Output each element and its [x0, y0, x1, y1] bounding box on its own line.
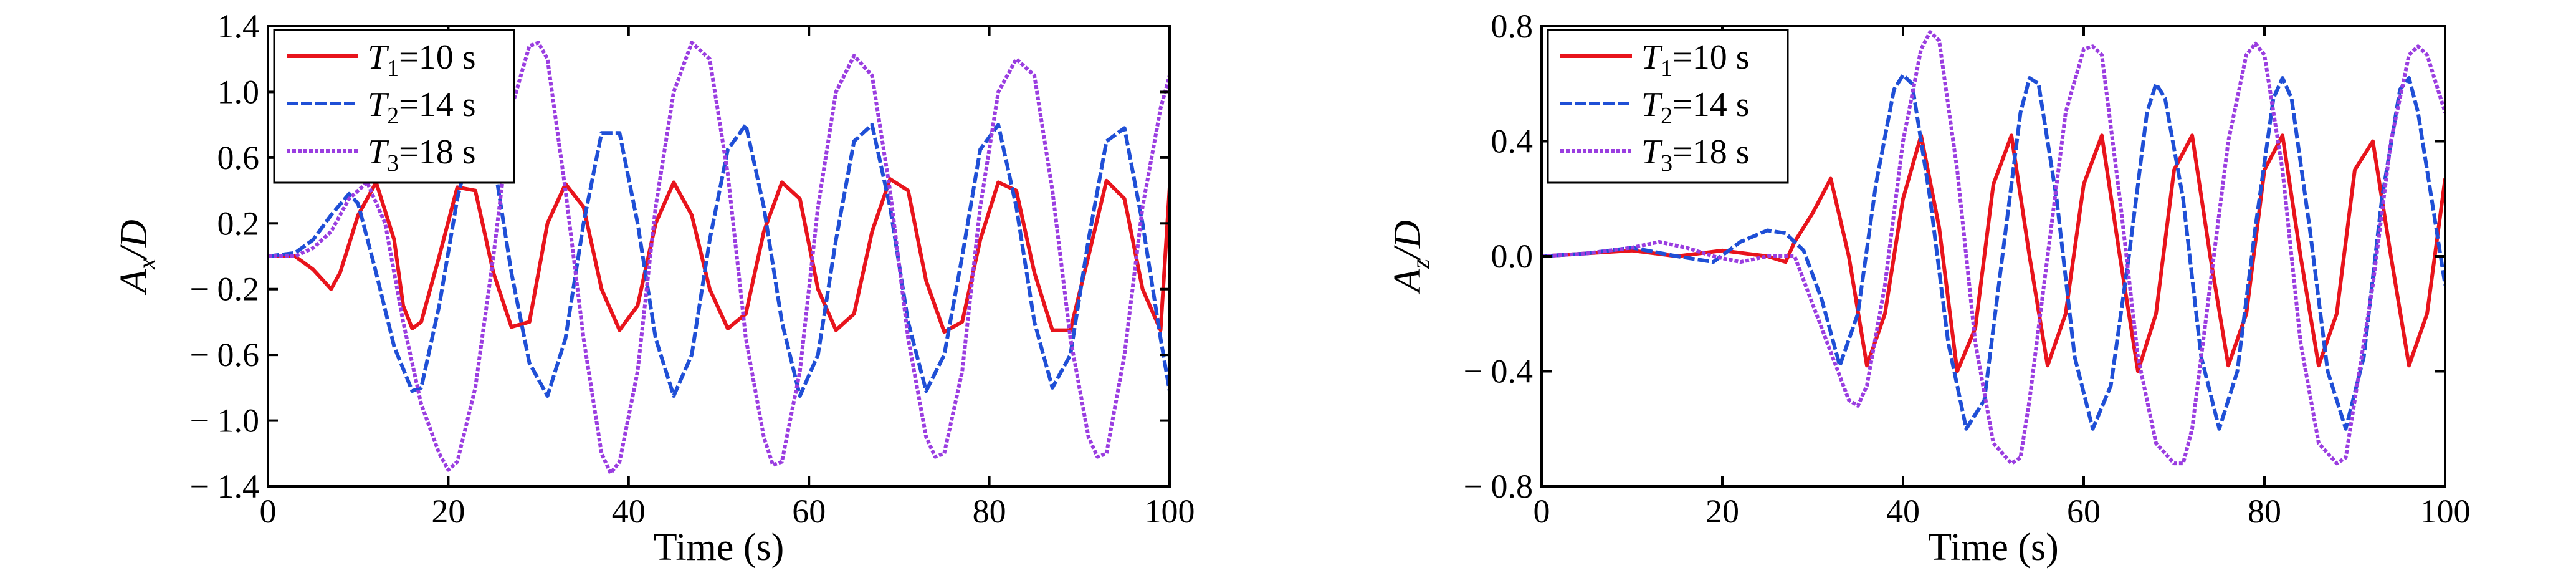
y-axis-label: Az/D	[1386, 220, 1434, 294]
chart-2: 0 20 40 60 80 100 0.8 0.4 0.0 − 0.4 − 0.8 Time (s) A…	[1386, 7, 2471, 569]
y-axis-label: Ax/D	[113, 219, 161, 296]
y-tick-label: 0.6	[217, 139, 260, 176]
chart-1: 0 20 40 60 80 100 1.4 1.0 0.6 0.2 − 0.2 − 0.6 − 1.0 −…	[113, 7, 1195, 569]
plot-frame	[267, 25, 1171, 488]
y-tick-label: − 0.2	[190, 271, 259, 308]
series-line-3	[268, 41, 1170, 475]
y-tick-label: 1.0	[217, 73, 260, 110]
series-line-2	[268, 123, 1170, 398]
x-tick-label: 100	[1145, 493, 1195, 530]
y-tick-label: − 0.8	[1464, 468, 1533, 505]
series-line-1	[268, 177, 1170, 334]
y-tick-label: − 1.0	[190, 402, 259, 440]
x-tick-label: 40	[1886, 493, 1920, 530]
x-axis-label: Time (s)	[1928, 526, 2059, 569]
y-tick-label: 0.0	[1491, 238, 1534, 275]
x-axis-label: Time (s)	[654, 526, 785, 569]
legend-entry-2: T2=14 s	[1641, 85, 1750, 129]
y-tick-label: − 0.4	[1464, 353, 1533, 390]
x-tick-label: 80	[2248, 493, 2281, 530]
x-tick-label: 0	[260, 493, 277, 530]
y-tick-label: 0.2	[217, 205, 260, 242]
x-tick-label: 60	[792, 493, 826, 530]
y-tick-label: − 1.4	[190, 468, 259, 505]
x-tick-label: 100	[2420, 493, 2471, 530]
y-tick-label: − 0.6	[190, 336, 259, 373]
y-tick-label: 0.4	[1491, 123, 1534, 160]
x-tick-label: 0	[1534, 493, 1550, 530]
y-tick-label: 1.4	[217, 7, 260, 45]
x-tick-label: 20	[431, 493, 465, 530]
legend: T1=10 sT2=14 sT3=18 s	[1547, 29, 1789, 184]
x-tick-label: 20	[1705, 493, 1739, 530]
x-tick-label: 40	[612, 493, 646, 530]
y-tick-label: 0.8	[1491, 7, 1534, 45]
series-line-3	[1542, 30, 2445, 466]
legend-entry-3: T3=18 s	[368, 133, 476, 176]
legend-entry-3: T3=18 s	[1641, 133, 1750, 176]
x-tick-label: 60	[2067, 493, 2101, 530]
series-line-1	[1542, 133, 2445, 373]
x-tick-label: 80	[973, 493, 1006, 530]
legend-entry-1: T1=10 s	[368, 38, 476, 82]
legend: T1=10 sT2=14 sT3=18 s	[273, 29, 515, 184]
legend-entry-2: T2=14 s	[368, 85, 476, 129]
series-line-2	[1542, 73, 2445, 431]
legend-entry-1: T1=10 s	[1641, 38, 1750, 82]
